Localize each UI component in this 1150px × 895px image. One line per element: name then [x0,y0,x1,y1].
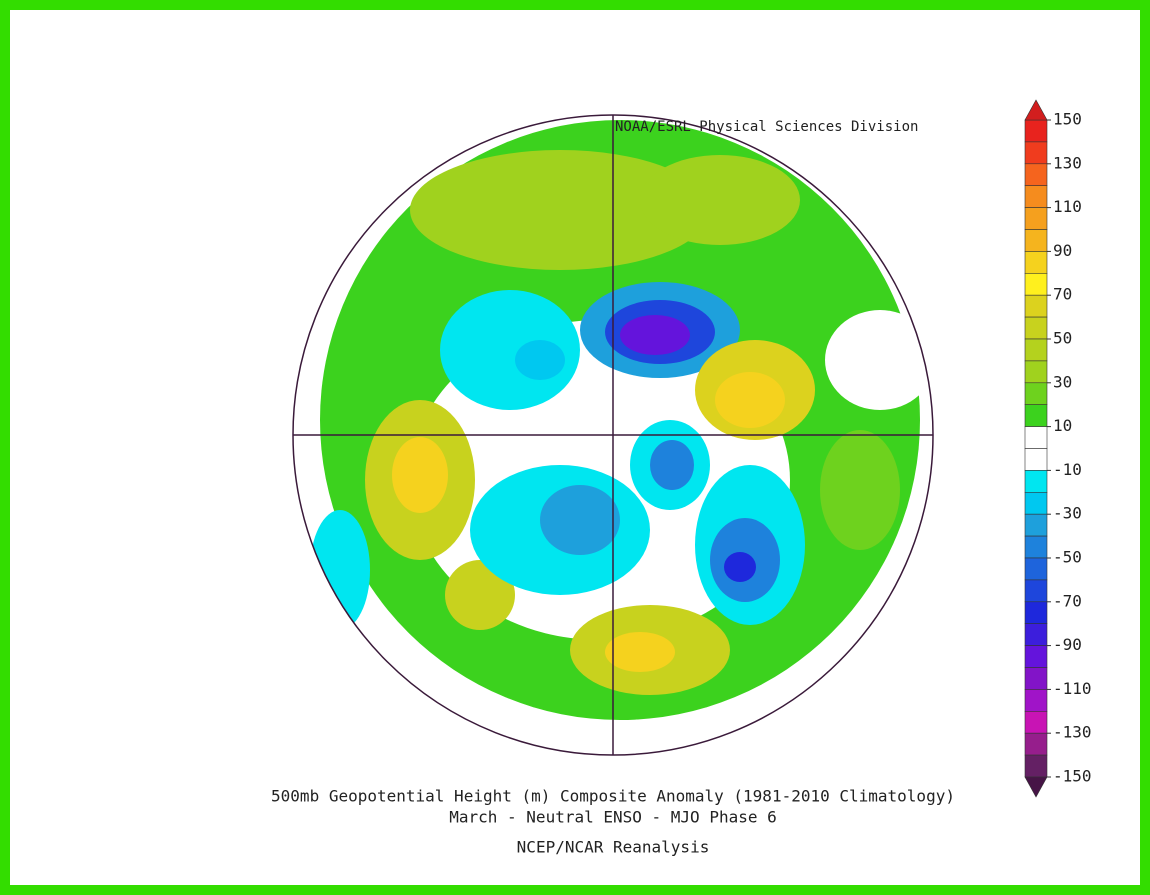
colorbar-tick-label: 10 [1053,416,1072,435]
colorbar-cell [1024,185,1048,208]
colorbar-cell [1024,557,1048,581]
colorbar-extend-top [1024,99,1048,121]
colorbar-tick-label: -150 [1053,767,1092,786]
colorbar-tick-label: -130 [1053,723,1092,742]
colorbar-cell [1024,470,1048,493]
colorbar-cell [1024,382,1048,405]
colorbar-cell [1024,119,1048,143]
anomaly-region [445,560,515,630]
colorbar-cell [1024,163,1048,187]
colorbar-cell [1024,689,1048,712]
colorbar-cell [1024,645,1048,668]
colorbar-cell [1024,404,1048,427]
anomaly-region [605,632,675,672]
source: NCEP/NCAR Reanalysis [517,838,710,857]
colorbar-cell [1024,601,1048,624]
subtitle: March - Neutral ENSO - MJO Phase 6 [449,808,777,827]
colorbar-cell [1024,316,1048,340]
colorbar-cell [1024,732,1048,756]
colorbar-tick-label: -70 [1053,591,1082,610]
colorbar-cell [1024,710,1048,734]
colorbar-tick-label: -110 [1053,679,1092,698]
anomaly-region [640,155,800,245]
colorbar-cell [1024,667,1048,690]
colorbar-cell [1024,272,1048,296]
colorbar-cell [1024,426,1048,449]
colorbar-cell [1024,448,1048,471]
colorbar-tick-label: 130 [1053,153,1082,172]
colorbar-cell [1024,360,1048,384]
colorbar-cell [1024,623,1048,646]
anomaly-region [440,290,580,410]
colorbar-cell [1024,491,1048,515]
colorbar-cell [1024,513,1048,537]
anomaly-region [620,315,690,355]
colorbar-tick-label: -50 [1053,548,1082,567]
colorbar-cell [1024,141,1048,165]
title: 500mb Geopotential Height (m) Composite … [271,787,955,806]
anomaly-region [825,310,933,410]
anomaly-region [820,430,900,550]
colorbar-tick-label: 150 [1053,110,1082,129]
colorbar-tick-label: 70 [1053,285,1072,304]
colorbar-cell [1024,579,1048,603]
colorbar-cell [1024,535,1048,559]
anomaly-region [410,150,710,270]
colorbar-tick-label: 30 [1053,372,1072,391]
anomaly-region [540,485,620,555]
colorbar-tick-label: -90 [1053,635,1082,654]
colorbar-extend-bottom [1024,776,1048,798]
anomaly-region [515,340,565,380]
anomaly-region [715,372,785,428]
colorbar-tick-label: -10 [1053,460,1082,479]
colorbar-cell [1024,294,1048,318]
colorbar-cell [1024,251,1048,274]
anomaly-region [392,437,448,513]
colorbar-cell [1024,338,1048,362]
credit: NOAA/ESRL Physical Sciences Division [615,119,918,135]
colorbar-tick-label: 110 [1053,197,1082,216]
colorbar-cell [1024,754,1048,778]
colorbar-tick-label: -30 [1053,504,1082,523]
colorbar-tick-label: 90 [1053,241,1072,260]
colorbar-tick-label: 50 [1053,329,1072,348]
anomaly-region [650,440,694,490]
colorbar-cell [1024,229,1048,252]
colorbar: 150 130 110 90 70 50 30 10 -10 -30 -50 -70 -90 -110 -1… [1024,99,1092,798]
colorbar-cell [1024,207,1048,230]
anomaly-region [724,552,756,582]
